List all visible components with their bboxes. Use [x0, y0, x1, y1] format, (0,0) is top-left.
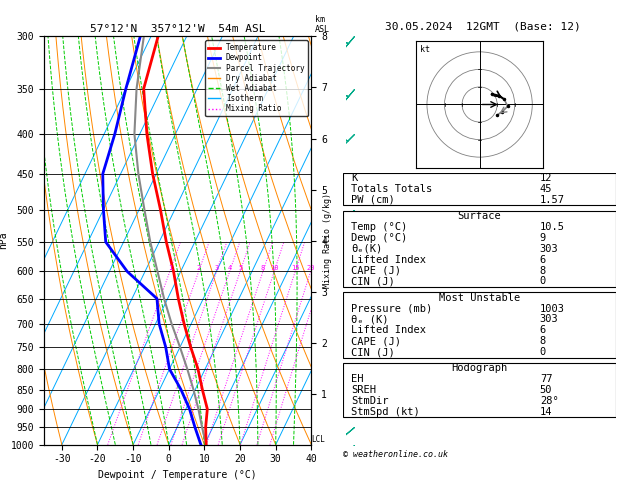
Text: kt: kt — [420, 45, 430, 54]
Text: 1003: 1003 — [540, 304, 565, 313]
Text: 1.57: 1.57 — [540, 195, 565, 205]
Y-axis label: hPa: hPa — [0, 232, 8, 249]
Text: Hodograph: Hodograph — [452, 364, 508, 373]
Text: 14: 14 — [540, 407, 552, 417]
Text: Totals Totals: Totals Totals — [351, 184, 432, 194]
Text: 45: 45 — [540, 184, 552, 194]
Bar — [343, 210, 616, 287]
Text: StmDir: StmDir — [351, 396, 389, 406]
Text: 20: 20 — [306, 265, 315, 272]
Text: 0: 0 — [540, 277, 546, 286]
Text: 30.05.2024  12GMT  (Base: 12): 30.05.2024 12GMT (Base: 12) — [385, 21, 581, 32]
Text: LCL: LCL — [311, 435, 325, 444]
Text: 3: 3 — [214, 265, 219, 272]
Text: 1: 1 — [168, 265, 172, 272]
Text: θₑ(K): θₑ(K) — [351, 244, 382, 254]
Text: EH: EH — [351, 374, 364, 384]
Text: SREH: SREH — [351, 385, 376, 395]
Text: 15: 15 — [291, 265, 299, 272]
Text: 9: 9 — [540, 233, 546, 243]
Text: 6: 6 — [540, 255, 546, 264]
Legend: Temperature, Dewpoint, Parcel Trajectory, Dry Adiabat, Wet Adiabat, Isotherm, Mi: Temperature, Dewpoint, Parcel Trajectory… — [205, 40, 308, 116]
Text: Most Unstable: Most Unstable — [439, 293, 520, 303]
Bar — [343, 292, 616, 358]
Text: 50: 50 — [540, 385, 552, 395]
Text: 303: 303 — [540, 244, 559, 254]
Text: Temp (°C): Temp (°C) — [351, 222, 407, 232]
Text: Pressure (mb): Pressure (mb) — [351, 304, 432, 313]
Text: PW (cm): PW (cm) — [351, 195, 395, 205]
Text: 77: 77 — [540, 374, 552, 384]
Text: Surface: Surface — [458, 211, 501, 221]
Text: 0: 0 — [540, 347, 546, 357]
Text: 10: 10 — [270, 265, 279, 272]
Text: K: K — [351, 173, 357, 183]
Text: CAPE (J): CAPE (J) — [351, 336, 401, 346]
Text: CIN (J): CIN (J) — [351, 347, 395, 357]
Text: Lifted Index: Lifted Index — [351, 326, 426, 335]
Text: CIN (J): CIN (J) — [351, 277, 395, 286]
Text: Lifted Index: Lifted Index — [351, 255, 426, 264]
Text: 4: 4 — [228, 265, 231, 272]
Bar — [343, 173, 616, 205]
Text: CAPE (J): CAPE (J) — [351, 265, 401, 276]
Text: StmSpd (kt): StmSpd (kt) — [351, 407, 420, 417]
Text: Mixing Ratio (g/kg): Mixing Ratio (g/kg) — [323, 193, 331, 288]
Text: θₑ (K): θₑ (K) — [351, 314, 389, 325]
Text: © weatheronline.co.uk: © weatheronline.co.uk — [343, 450, 448, 459]
Text: 8: 8 — [540, 336, 546, 346]
Text: 303: 303 — [540, 314, 559, 325]
Text: 2: 2 — [196, 265, 201, 272]
Text: 28°: 28° — [540, 396, 559, 406]
Title: 57°12'N  357°12'W  54m ASL: 57°12'N 357°12'W 54m ASL — [90, 24, 265, 35]
Text: 12: 12 — [540, 173, 552, 183]
Text: 5: 5 — [238, 265, 242, 272]
Text: 8: 8 — [261, 265, 265, 272]
Text: 6: 6 — [540, 326, 546, 335]
Text: 10.5: 10.5 — [540, 222, 565, 232]
X-axis label: Dewpoint / Temperature (°C): Dewpoint / Temperature (°C) — [98, 470, 257, 480]
Text: km
ASL: km ASL — [314, 15, 330, 34]
Text: Dewp (°C): Dewp (°C) — [351, 233, 407, 243]
Bar — [343, 363, 616, 417]
Text: 8: 8 — [540, 265, 546, 276]
